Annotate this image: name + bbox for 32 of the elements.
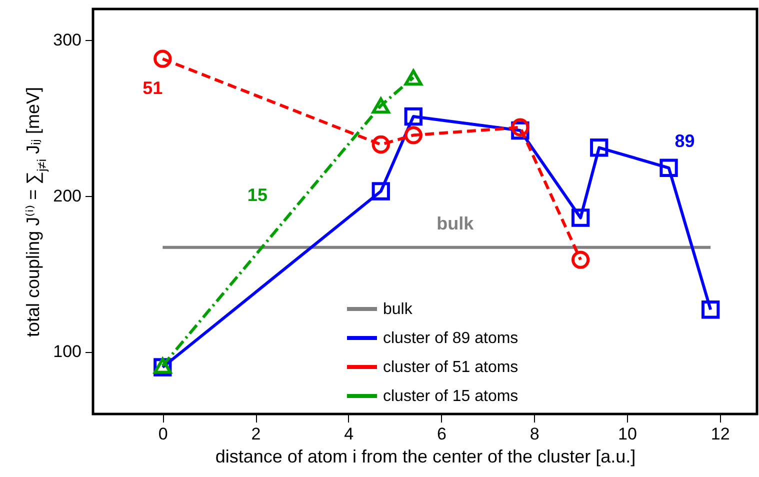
x-axis-title: distance of atom i from the center of the cluster [a.u.] (215, 446, 636, 466)
legend-label: cluster of 89 atoms (383, 330, 518, 347)
annotation: bulk (436, 213, 475, 234)
y-tick-label: 300 (53, 30, 82, 50)
point (660, 158, 678, 177)
legend-label: bulk (383, 301, 414, 318)
annotation: 15 (247, 184, 268, 205)
point (372, 182, 390, 200)
y-tick-label: 100 (53, 342, 82, 362)
point (404, 69, 422, 86)
point (590, 138, 608, 157)
point (404, 107, 422, 126)
x-tick-label: 10 (618, 424, 637, 444)
y-tick-label: 200 (53, 186, 82, 206)
point (571, 208, 590, 227)
point (154, 50, 172, 68)
legend-label: cluster of 15 atoms (383, 388, 518, 405)
annotation: 89 (674, 130, 695, 151)
x-tick-label: 6 (437, 424, 446, 444)
point (404, 126, 422, 144)
point (511, 118, 530, 136)
x-tick-label: 8 (530, 424, 540, 444)
x-tick-label: 0 (158, 424, 168, 444)
point (571, 250, 590, 269)
x-tick-label: 2 (251, 424, 261, 444)
legend-label: cluster of 51 atoms (383, 359, 518, 376)
point (372, 135, 390, 154)
point (372, 98, 390, 114)
x-tick-label: 4 (344, 424, 354, 444)
point (701, 300, 720, 319)
annotation: 51 (142, 78, 163, 98)
x-tick-label: 12 (710, 424, 730, 444)
